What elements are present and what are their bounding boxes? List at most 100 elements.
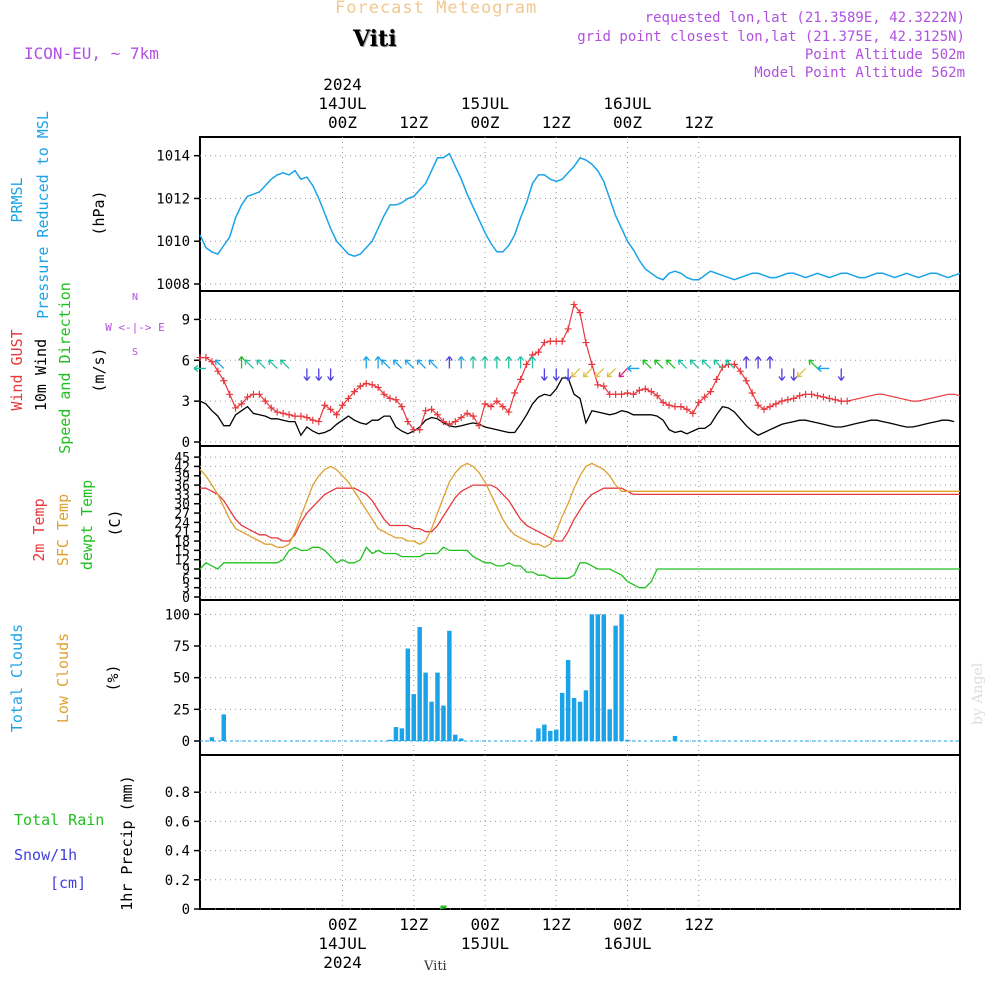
gust-marker bbox=[588, 360, 596, 368]
wind-direction-arrow bbox=[428, 359, 438, 369]
point-altitude: Point Altitude 502m bbox=[804, 47, 965, 63]
gust-marker bbox=[618, 390, 626, 398]
gust-marker bbox=[534, 348, 542, 356]
gust-marker bbox=[766, 403, 774, 411]
top-time-label: 2024 bbox=[323, 75, 362, 94]
wind-direction-arrow bbox=[280, 359, 290, 369]
y-tick-label: 33 bbox=[174, 488, 190, 503]
panel-frame-pressure bbox=[199, 136, 961, 292]
gust-marker bbox=[202, 354, 210, 362]
gust-marker bbox=[719, 363, 726, 371]
wind-direction-arrow bbox=[214, 359, 225, 369]
gust-marker bbox=[748, 389, 756, 397]
wind-direction-arrow bbox=[816, 364, 830, 372]
cloud-bar bbox=[221, 714, 226, 741]
cloud-bar bbox=[393, 727, 399, 741]
compass-n: N bbox=[132, 292, 138, 303]
pressure-label: Pressure Reduced to MSL bbox=[34, 111, 52, 319]
bottom-time-label: 00Z bbox=[328, 915, 357, 934]
gust-marker bbox=[570, 300, 578, 308]
wind-label: 10m Wind bbox=[32, 339, 50, 411]
top-time-label: 12Z bbox=[542, 113, 571, 132]
wind-direction-arrow bbox=[677, 359, 688, 369]
cloud-bar bbox=[601, 614, 606, 741]
gust-marker bbox=[238, 400, 246, 408]
wind-gust-line bbox=[200, 302, 961, 431]
gust-marker bbox=[398, 403, 406, 411]
y-tick-label: 1008 bbox=[156, 277, 190, 293]
gust-marker bbox=[457, 413, 465, 421]
gust-marker bbox=[600, 382, 608, 390]
wind-direction-arrow bbox=[594, 367, 605, 378]
wind-direction-arrow bbox=[564, 368, 572, 381]
temp2m-line bbox=[200, 484, 960, 542]
gust-marker bbox=[315, 418, 323, 426]
wind-direction-arrow bbox=[493, 356, 501, 369]
gust-marker bbox=[309, 416, 317, 424]
top-time-label: 12Z bbox=[684, 113, 713, 132]
sfc-temp-label: SFC Temp bbox=[54, 494, 72, 566]
model-label: ICON-EU, ~ 7km bbox=[24, 44, 159, 63]
wind-direction-arrow bbox=[665, 359, 676, 369]
gust-marker bbox=[255, 390, 263, 398]
gust-marker bbox=[523, 360, 531, 368]
gust-marker bbox=[624, 389, 631, 397]
compass-we: W <-|-> E bbox=[105, 321, 165, 334]
gust-marker bbox=[713, 375, 721, 383]
cloud-bar bbox=[559, 692, 565, 741]
gust-marker bbox=[546, 337, 554, 345]
gust-marker bbox=[249, 390, 257, 398]
y-tick-label: 0.4 bbox=[165, 844, 190, 860]
y-tick-label: 0 bbox=[182, 591, 190, 606]
y-tick-label: 27 bbox=[174, 507, 190, 522]
y-tick-label: 1012 bbox=[156, 191, 190, 207]
wind-direction-arrow bbox=[654, 359, 664, 369]
prmsl-label: PRMSL bbox=[8, 177, 26, 222]
cloud-bar bbox=[459, 738, 464, 741]
gust-marker bbox=[214, 367, 222, 375]
gust-marker bbox=[594, 381, 602, 389]
cloud-bar bbox=[607, 709, 612, 741]
y-tick-label: 21 bbox=[174, 526, 190, 541]
gust-marker bbox=[481, 400, 489, 408]
dewpoint-label: dewpt Temp bbox=[78, 480, 96, 570]
wind-direction-arrow bbox=[505, 356, 513, 369]
gust-marker bbox=[558, 337, 566, 345]
footer-location: Viti bbox=[424, 959, 447, 974]
y-tick-label: 42 bbox=[174, 460, 190, 475]
precip-unit-label: 1hr Precip (mm) bbox=[118, 775, 136, 910]
gust-marker bbox=[730, 360, 738, 368]
cloud-bar bbox=[441, 705, 446, 741]
wind-direction-arrow bbox=[392, 359, 403, 369]
cloud-bar bbox=[435, 672, 440, 741]
bottom-time-label: 12Z bbox=[399, 915, 428, 934]
gust-marker bbox=[843, 397, 851, 405]
rain-legend: Total Rain bbox=[14, 811, 104, 829]
gust-marker bbox=[653, 392, 661, 400]
cloud-bar bbox=[595, 614, 601, 741]
gust-marker bbox=[790, 394, 798, 402]
gust-marker bbox=[517, 375, 525, 383]
gust-marker bbox=[404, 418, 412, 426]
precip-bar bbox=[440, 905, 447, 909]
gust-marker bbox=[819, 393, 827, 401]
gust-marker bbox=[208, 358, 216, 366]
y-tick-label: 1014 bbox=[156, 149, 190, 165]
gust-marker bbox=[487, 403, 495, 411]
gust-marker bbox=[665, 401, 673, 409]
gust-marker bbox=[742, 377, 750, 385]
gust-marker bbox=[493, 397, 501, 405]
wind-dir-label: Speed and Direction bbox=[56, 282, 74, 454]
top-time-label: 14JUL bbox=[318, 94, 366, 113]
wind-direction-arrow bbox=[570, 367, 581, 378]
wind-direction-arrow bbox=[606, 367, 617, 378]
grid-point-coords: grid point closest lon,lat (21.375E, 42.… bbox=[577, 29, 965, 45]
wind-direction-arrow bbox=[540, 368, 548, 381]
y-tick-label: 15 bbox=[174, 544, 190, 559]
wind-direction-arrow bbox=[469, 356, 477, 369]
gust-marker bbox=[772, 400, 780, 408]
y-tick-label: 9 bbox=[182, 563, 190, 578]
gust-marker bbox=[802, 390, 810, 398]
gust-marker bbox=[291, 412, 299, 420]
gust-label: Wind GUST bbox=[8, 329, 26, 410]
